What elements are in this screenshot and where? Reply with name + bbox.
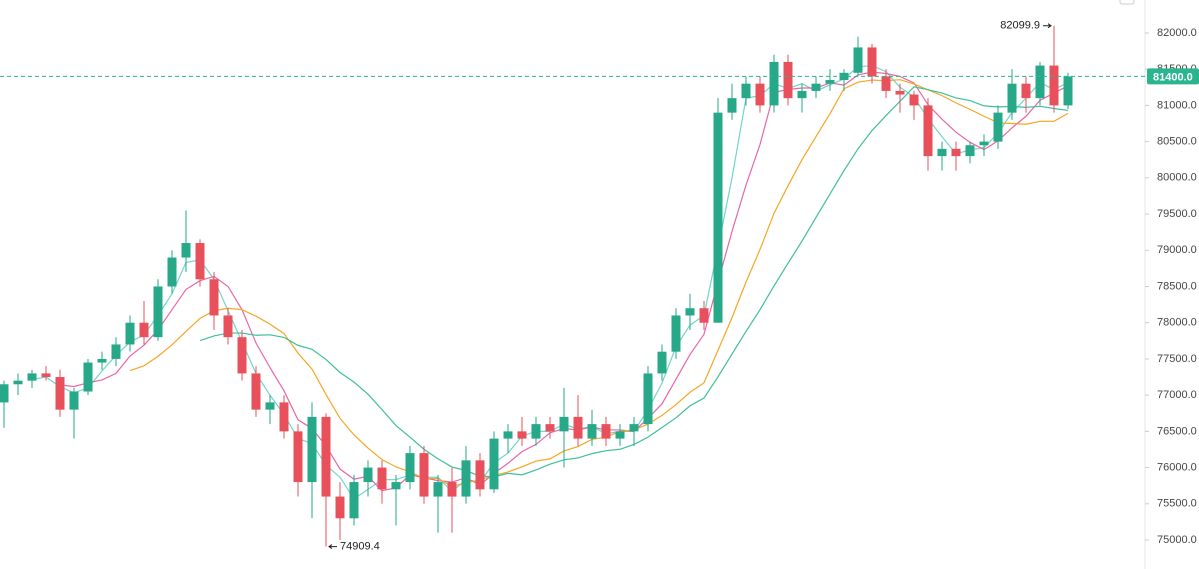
y-tick-label: 80500.0: [1157, 136, 1197, 148]
candle-body: [867, 47, 877, 77]
candle-body: [615, 431, 625, 439]
candle-body: [573, 416, 583, 439]
candle-body: [727, 98, 737, 113]
candle-body: [461, 460, 471, 497]
candle-body: [503, 431, 513, 439]
candle-body: [321, 416, 331, 497]
candle-body: [139, 322, 149, 338]
candle-body: [489, 438, 499, 490]
candle-body: [517, 431, 527, 439]
candle-body: [769, 61, 779, 106]
settings-icon[interactable]: [1119, 0, 1135, 5]
candle-body: [391, 482, 401, 490]
candle-body: [1035, 65, 1045, 99]
candle-body: [643, 373, 653, 425]
y-tick-label: 75000.0: [1157, 534, 1197, 546]
candle-body: [545, 424, 555, 432]
y-tick-label: 75500.0: [1157, 498, 1197, 510]
y-tick-label: 76500.0: [1157, 425, 1197, 437]
candle-body: [811, 83, 821, 91]
candle-body: [909, 94, 919, 106]
candle-body: [629, 424, 639, 432]
candle-body: [349, 482, 359, 519]
candle-body: [475, 460, 485, 490]
candle-body: [181, 243, 191, 258]
candle-body: [55, 377, 65, 410]
last-price-label: 81400.0: [1153, 71, 1193, 83]
candle-body: [531, 424, 541, 439]
candle-body: [251, 373, 261, 410]
y-tick-label: 79500.0: [1157, 208, 1197, 220]
candle-body: [279, 402, 289, 432]
candle-body: [587, 424, 597, 439]
low-label: 74909.4: [340, 540, 380, 552]
candle-body: [825, 80, 835, 84]
candle-body: [951, 148, 961, 157]
y-tick-label: 77000.0: [1157, 389, 1197, 401]
candle-body: [167, 257, 177, 287]
candle-body: [265, 402, 275, 410]
y-tick-label: 78000.0: [1157, 317, 1197, 329]
candle-body: [27, 373, 37, 381]
high-arrow: [1043, 23, 1052, 29]
candle-body: [1007, 83, 1017, 113]
candle-body: [13, 380, 23, 385]
y-tick-label: 81000.0: [1157, 99, 1197, 111]
y-tick-label: 82000.0: [1157, 27, 1197, 39]
candle-body: [741, 83, 751, 99]
candle-body: [223, 315, 233, 338]
candle-body: [965, 145, 975, 157]
y-tick-label: 78500.0: [1157, 280, 1197, 292]
candle-body: [1063, 76, 1073, 106]
high-label: 82099.9: [1000, 20, 1040, 32]
candle-body: [41, 373, 51, 378]
candle-body: [363, 467, 373, 483]
candle-body: [559, 416, 569, 432]
candle-body: [713, 112, 723, 323]
candle-body: [1021, 83, 1031, 99]
candle-body: [433, 482, 443, 497]
low-arrow: [328, 544, 337, 550]
candle-body: [69, 391, 79, 410]
moving-average-line: [129, 79, 1069, 488]
y-tick-label: 76000.0: [1157, 461, 1197, 473]
candle-body: [405, 453, 415, 483]
candle-body: [111, 344, 121, 359]
candle-body: [83, 362, 93, 392]
candle-body: [671, 315, 681, 352]
candle-body: [783, 61, 793, 99]
candle-body: [125, 322, 135, 345]
candle-body: [755, 83, 765, 106]
candle-body: [895, 90, 905, 95]
candle-body: [979, 141, 989, 146]
y-tick-label: 80000.0: [1157, 172, 1197, 184]
candle-body: [377, 467, 387, 490]
candle-body: [97, 358, 107, 363]
candle-body: [307, 416, 317, 483]
candle-body: [335, 496, 345, 519]
candle-body: [601, 424, 611, 439]
candle-body: [419, 453, 429, 497]
candle-body: [685, 308, 695, 316]
candle-body: [923, 105, 933, 157]
candle-body: [937, 148, 947, 157]
candle-body: [0, 384, 9, 403]
candle-body: [853, 47, 863, 73]
candle-body: [237, 337, 247, 374]
candle-body: [881, 76, 891, 91]
y-tick-label: 77500.0: [1157, 353, 1197, 365]
candle-body: [209, 279, 219, 316]
candle-body: [195, 243, 205, 280]
candle-body: [153, 286, 163, 338]
candle-body: [1049, 65, 1059, 106]
candle-body: [699, 308, 709, 323]
candle-body: [657, 351, 667, 374]
candle-body: [447, 482, 457, 497]
y-tick-label: 79000.0: [1157, 244, 1197, 256]
candle-body: [993, 112, 1003, 142]
candle-body: [293, 431, 303, 483]
last-price-box: [1147, 68, 1199, 85]
candle-body: [797, 90, 807, 99]
